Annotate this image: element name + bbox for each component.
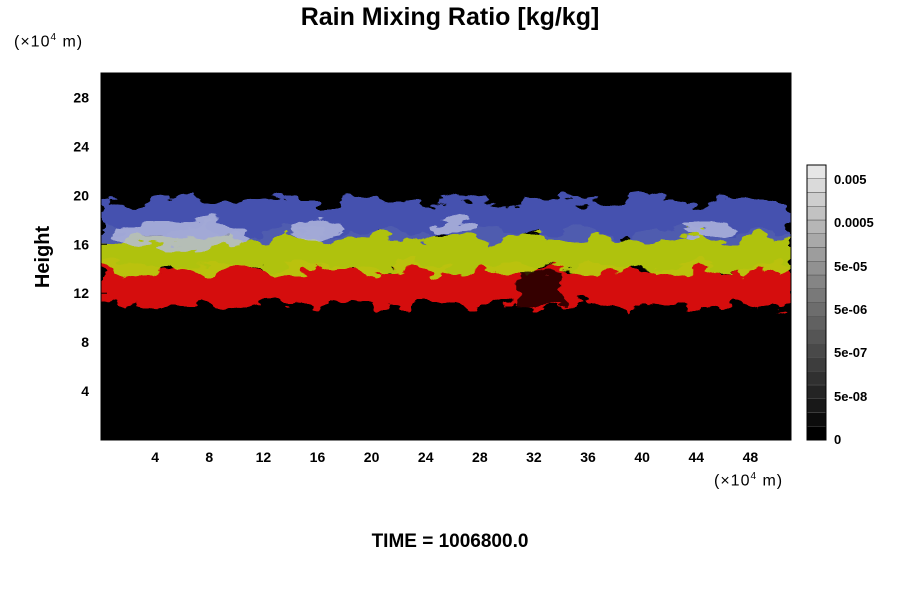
y-tick-label: 28 [73,89,89,105]
colorbar-segment [806,206,827,221]
time-label: TIME = 1006800.0 [371,531,529,552]
plot-frame [100,72,792,441]
colorbar-segment [806,261,827,276]
y-axis-unit: (×104 m) [14,32,84,51]
x-tick-label: 12 [256,449,272,465]
colorbar-segment [806,219,827,234]
colorbar-label: 0.0005 [834,215,874,230]
colorbar-segment [806,247,827,262]
y-tick-label: 20 [73,187,89,203]
x-tick-label: 20 [364,449,380,465]
colorbar-frame [806,164,827,441]
plot-area [101,73,791,440]
colorbar-segment [806,274,827,289]
y-tick-label: 24 [73,138,89,154]
colorbar-segment [806,357,827,372]
x-tick-label: 24 [418,449,434,465]
colorbar-label: 0.005 [834,172,867,187]
x-tick-label: 4 [151,449,159,465]
y-tick-label: 8 [81,334,89,350]
colorbar-segment [806,288,827,303]
blue-band [101,192,791,246]
colorbar-segment [806,371,827,386]
y-tick-label: 16 [73,236,89,252]
colorbar-segment [806,412,827,427]
cloud-highlight [432,219,474,233]
colorbar-segment [806,426,827,441]
x-tick-label: 48 [743,449,759,465]
colorbar-segment [806,164,827,179]
x-axis-unit: (×104 m) [714,471,784,490]
colorbar-label: 5e-08 [834,389,867,404]
x-tick-label: 44 [689,449,705,465]
colorbar-segment [806,316,827,331]
x-tick-label: 28 [472,449,488,465]
cloud-bands [101,192,791,314]
colorbar-label: 5e-06 [834,302,867,317]
colorbar-segment [806,329,827,344]
colorbar-label: 5e-07 [834,345,867,360]
colorbar-segment [806,192,827,207]
x-tick-label: 36 [580,449,596,465]
x-tick-label: 32 [526,449,542,465]
cloud-highlight [290,220,345,239]
colorbar: 0.005 0.0005 5e-05 5e-06 5e-07 5e-08 0 [806,164,874,447]
x-tick-label: 8 [205,449,213,465]
colorbar-label: 5e-05 [834,259,867,274]
y-tick-label: 4 [81,383,89,399]
cloud-highlight [114,221,250,248]
colorbar-segment [806,178,827,193]
colorbar-segment [806,233,827,248]
y-axis-label: Height [32,226,54,289]
colorbar-segment [806,343,827,358]
colorbar-segment [806,384,827,399]
y-tick-label: 12 [73,285,89,301]
x-tick-label: 40 [634,449,650,465]
colorbar-segment [806,302,827,317]
chart-title: Rain Mixing Ratio [kg/kg] [300,3,600,31]
x-tick-label: 16 [310,449,326,465]
colorbar-segment [806,398,827,413]
colorbar-label: 0 [834,432,841,447]
cloud-highlight [682,221,737,236]
cloud-gap [517,273,564,306]
